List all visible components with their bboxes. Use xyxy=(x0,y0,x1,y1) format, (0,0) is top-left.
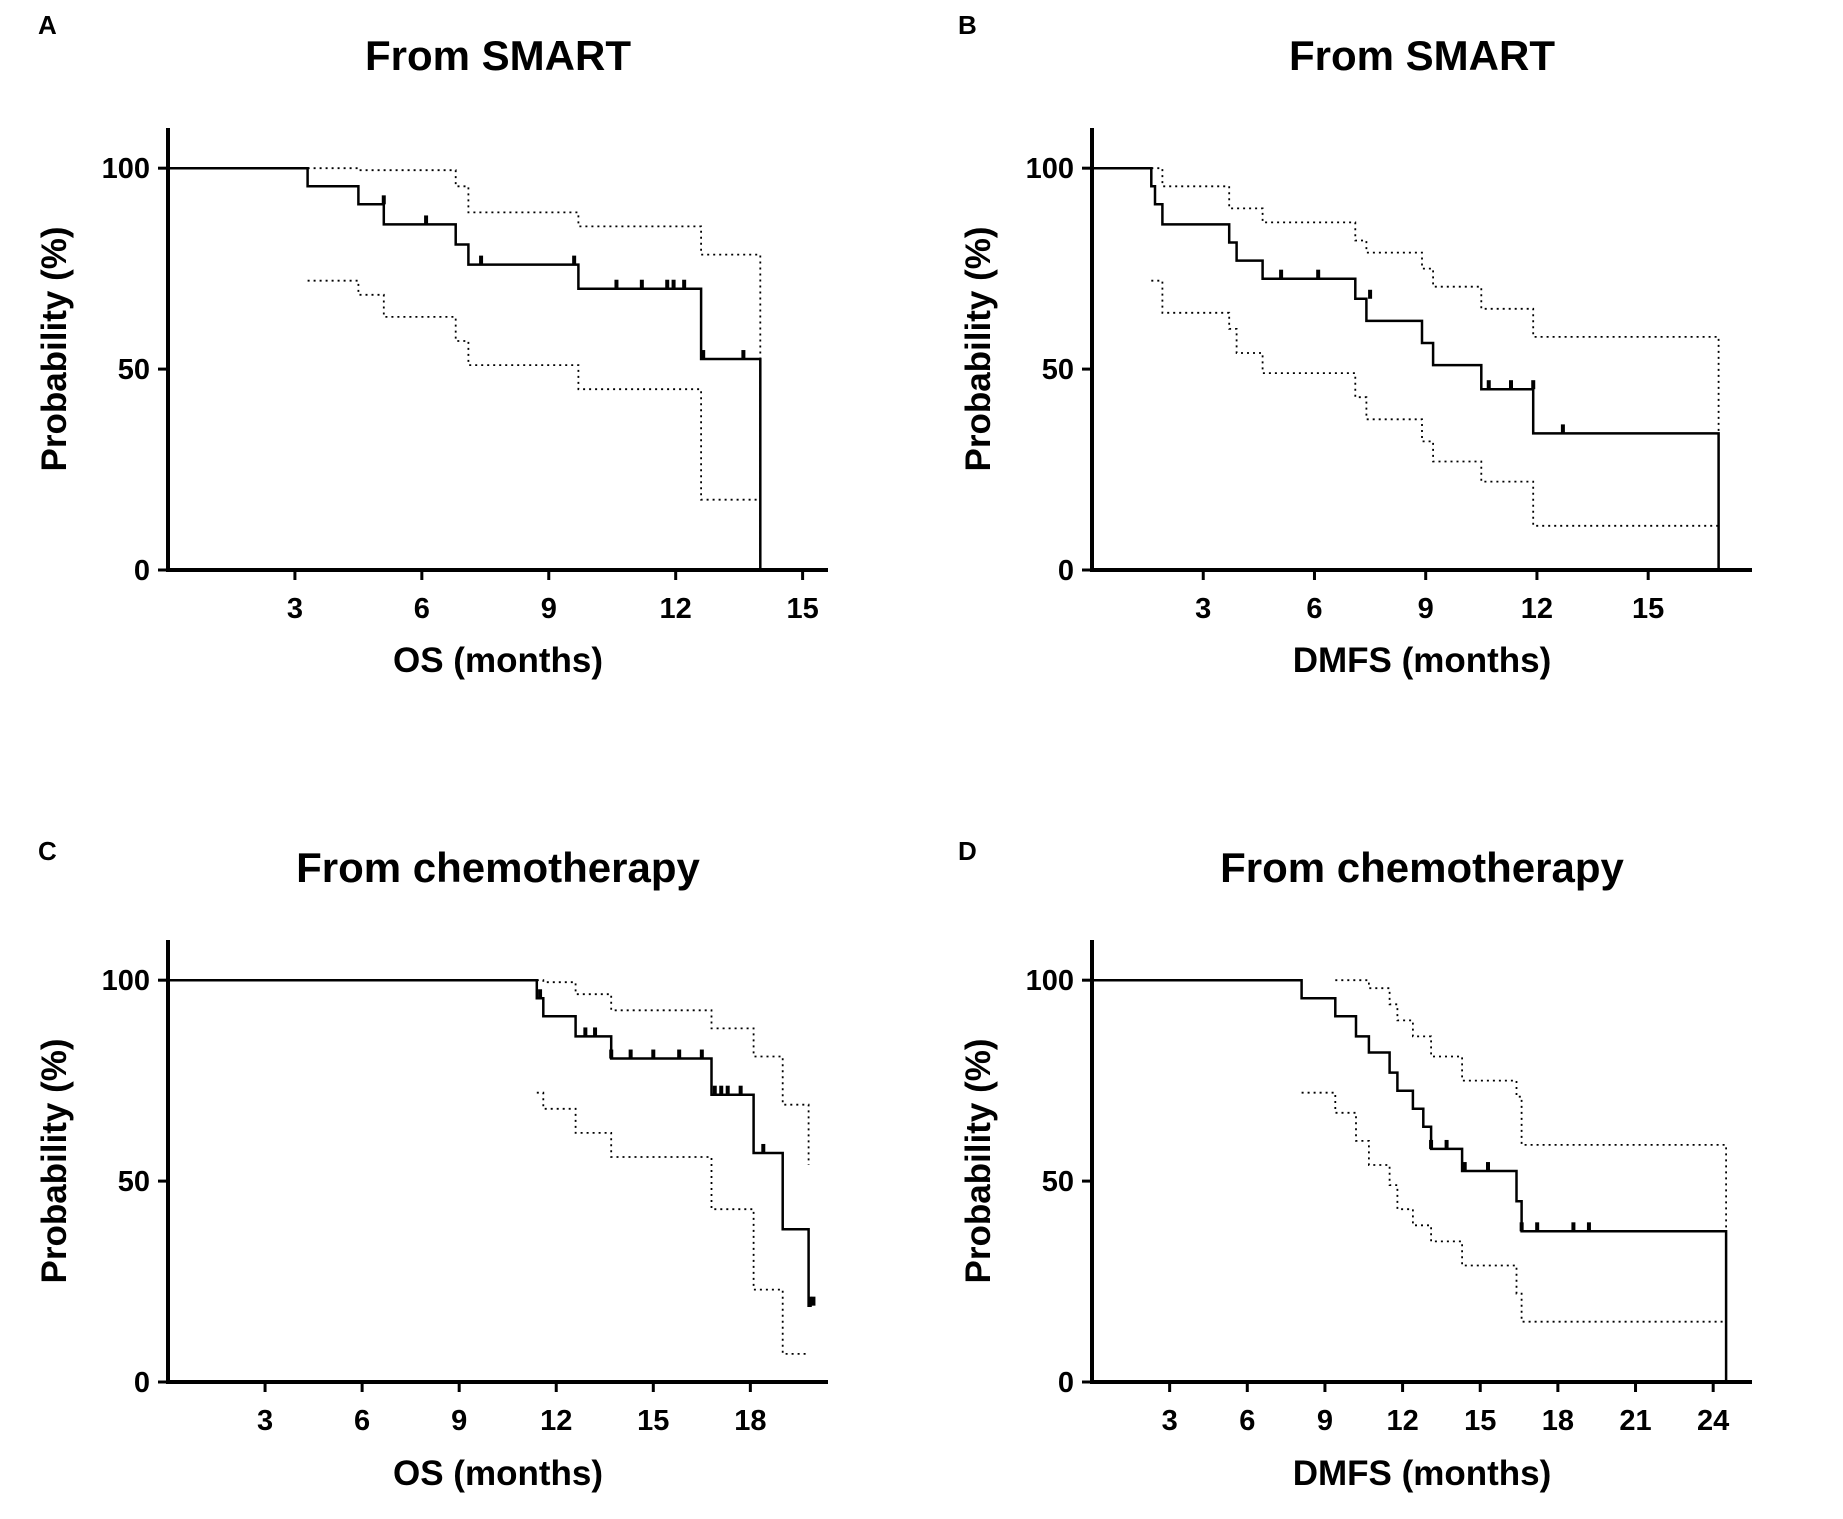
x-tick-label: 6 xyxy=(414,593,430,625)
chart-title: From SMART xyxy=(365,32,631,79)
plot-area: 0 50 100 3 6 9 12 15 18 21 24 xyxy=(1026,940,1752,1437)
x-axis-label: OS (months) xyxy=(393,641,603,680)
panel-a: A From SMART OS (months) Probability (%)… xyxy=(35,10,828,680)
y-tick-label: 0 xyxy=(1058,555,1074,587)
y-tick-label: 100 xyxy=(1026,153,1074,185)
x-tick-label: 3 xyxy=(257,1405,273,1437)
x-axis-label: OS (months) xyxy=(393,1454,603,1493)
y-axis-label: Probability (%) xyxy=(35,226,74,471)
y-tick-label: 50 xyxy=(118,1166,150,1198)
x-axis-label: DMFS (months) xyxy=(1293,1454,1552,1493)
survival-curve xyxy=(1092,978,1728,1382)
x-tick-label: 6 xyxy=(354,1405,370,1437)
x-tick-label: 12 xyxy=(1521,593,1553,625)
x-tick-label: 18 xyxy=(1542,1405,1574,1437)
survival-curve xyxy=(1092,166,1720,570)
panel-letter: C xyxy=(38,836,57,866)
x-tick-label: 12 xyxy=(1386,1405,1418,1437)
panel-d: D From chemotherapy DMFS (months) Probab… xyxy=(958,836,1752,1493)
panel-b: B From SMART DMFS (months) Probability (… xyxy=(958,10,1752,680)
x-tick-label: 3 xyxy=(1162,1405,1178,1437)
y-axis-label: Probability (%) xyxy=(959,226,998,471)
x-tick-label: 18 xyxy=(734,1405,766,1437)
x-tick-label: 12 xyxy=(660,593,692,625)
lower-ci-curve xyxy=(307,279,761,501)
panel-letter: A xyxy=(38,10,57,40)
x-tick-label: 24 xyxy=(1697,1405,1729,1437)
upper-ci-curve xyxy=(1151,167,1720,526)
upper-ci-curve xyxy=(536,979,810,1165)
lower-ci-curve xyxy=(1151,279,1719,527)
y-tick-label: 0 xyxy=(134,1367,150,1399)
y-tick-label: 0 xyxy=(1058,1367,1074,1399)
plot-area: 0 50 100 3 6 9 12 15 18 xyxy=(102,940,828,1437)
y-tick-label: 100 xyxy=(102,153,150,185)
x-tick-label: 3 xyxy=(287,593,303,625)
lower-ci-curve xyxy=(536,1091,809,1355)
x-tick-label: 21 xyxy=(1619,1405,1651,1437)
upper-ci-curve xyxy=(1335,979,1727,1322)
panel-c: C From chemotherapy OS (months) Probabil… xyxy=(35,836,828,1493)
x-tick-label: 3 xyxy=(1195,593,1211,625)
x-tick-label: 12 xyxy=(540,1405,572,1437)
y-tick-label: 0 xyxy=(134,555,150,587)
y-tick-label: 100 xyxy=(1026,965,1074,997)
upper-ci-curve xyxy=(307,167,762,570)
x-tick-label: 9 xyxy=(451,1405,467,1437)
lower-ci-curve xyxy=(1301,1091,1727,1323)
y-axis-label: Probability (%) xyxy=(35,1038,74,1283)
x-tick-label: 6 xyxy=(1306,593,1322,625)
x-tick-label: 9 xyxy=(1418,593,1434,625)
x-tick-label: 15 xyxy=(1632,593,1664,625)
y-tick-label: 50 xyxy=(1042,1166,1074,1198)
chart-title: From chemotherapy xyxy=(296,844,700,891)
y-tick-label: 100 xyxy=(102,965,150,997)
x-tick-label: 9 xyxy=(1317,1405,1333,1437)
x-tick-label: 15 xyxy=(637,1405,669,1437)
x-tick-label: 9 xyxy=(541,593,557,625)
plot-area: 0 50 100 3 6 9 12 15 xyxy=(1026,128,1752,625)
chart-title: From chemotherapy xyxy=(1220,844,1624,891)
y-tick-label: 50 xyxy=(1042,354,1074,386)
y-tick-label: 50 xyxy=(118,354,150,386)
x-tick-label: 6 xyxy=(1239,1405,1255,1437)
x-axis-label: DMFS (months) xyxy=(1293,641,1552,680)
y-axis-label: Probability (%) xyxy=(959,1038,998,1283)
survival-curve xyxy=(168,978,812,1307)
panel-letter: B xyxy=(958,10,977,40)
plot-area: 0 50 100 3 6 9 12 15 xyxy=(102,128,828,625)
x-tick-label: 15 xyxy=(786,593,818,625)
chart-title: From SMART xyxy=(1289,32,1555,79)
survival-curve xyxy=(168,166,762,570)
x-tick-label: 15 xyxy=(1464,1405,1496,1437)
panel-letter: D xyxy=(958,836,977,866)
